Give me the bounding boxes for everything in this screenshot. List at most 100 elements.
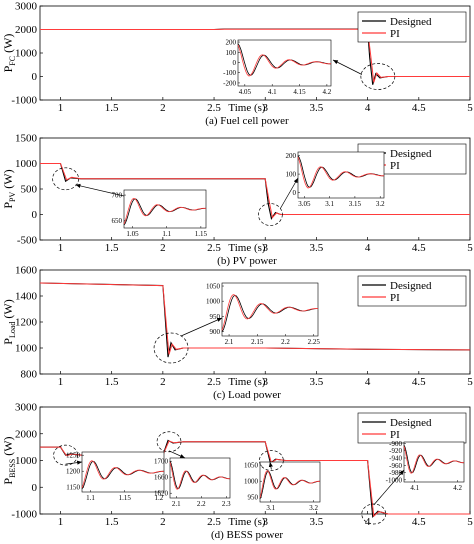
x-tick-label: 1 [58,102,64,114]
legend-label: PI [390,160,400,172]
y-label-main: P [1,65,15,72]
y-tick-label: 1000 [15,343,38,355]
inset-y-tick-label: 200 [226,39,237,47]
inset-y-tick-label: 1050 [244,462,259,470]
x-tick-label: 2.5 [207,376,221,388]
panel-1: 1 1.5 2 2.5 3 3.5 4 4.5 5-500050010001500Designe… [1,133,473,268]
inset-x-tick-label: 1.2 [155,494,164,502]
inset-x-tick-label: 3.2 [309,504,318,512]
y-label-main: P [1,202,15,209]
x-tick-label: 2.5 [207,102,221,114]
legend-label: Designed [390,16,432,28]
inset-y-tick-label: 1050 [206,283,221,291]
inset-x-tick-label: 4.2 [453,484,462,492]
inset-d-4: 4.1 4.2 -1000-980-960-940-920-900 [386,440,465,492]
x-tick-label: 5 [467,242,473,254]
series-line-pi [40,440,470,518]
zoom-arrow-d4 [373,469,405,506]
inset-y-tick-label: 950 [248,494,259,502]
x-tick-label: 4.5 [412,242,426,254]
y-tick-label: 1000 [15,455,38,467]
x-tick-label: 2 [160,516,166,528]
zoom-ellipse-b-left [52,167,79,191]
inset-x-tick-label: 1.15 [195,230,208,238]
inset-series-pi [237,44,332,77]
inset-y-tick-label: 650 [112,217,123,225]
inset-y-tick-label: 900 [210,328,221,336]
panel-caption: (c) Load power [213,389,281,401]
legend-box [357,11,467,43]
x-tick-label: 1 [58,242,64,254]
y-tick-label: 3000 [15,1,38,13]
inset-y-tick-label: -920 [389,447,402,455]
inset-series-pi [297,156,385,189]
y-label-subscript: FC [8,56,17,66]
series-line-pi [40,28,470,83]
zoom-arrow-d1 [65,460,83,465]
x-tick-label: 2.5 [207,516,221,528]
inset-y-tick-label: -940 [389,455,402,463]
zoom-arrow-b-right [280,177,299,209]
x-axis-label: Time (s) [228,516,266,528]
y-tick-label: 1200 [15,317,38,329]
x-tick-label: 4 [365,516,371,528]
inset-b-left: 1.05 1.1 1.15 650 700 [112,189,208,238]
zoom-ellipse-c [153,332,189,364]
y-label-subscript: BESS [8,459,17,478]
y-tick-label: 1600 [15,265,38,277]
inset-series-pi [403,446,465,474]
x-tick-label: 4.5 [412,376,426,388]
y-tick-label: 0 [32,209,38,221]
x-tick-label: 1 [58,376,64,388]
inset-x-tick-label: 3.1 [266,504,275,512]
inset-b-right: 3.05 3.1 3.15 3.2 0 100 200 [286,151,385,208]
zoom-ellipse-d4 [361,503,387,525]
legend-label: PI [390,429,400,441]
x-tick-label: 3 [262,242,268,254]
zoom-arrow-a [332,59,363,75]
inset-y-tick-label: 0 [233,59,237,67]
inset-x-tick-label: 3.2 [376,200,385,208]
inset-d-2: 2.1 2.2 2.3 1620 1660 1700 [154,457,231,508]
x-tick-label: 1.5 [105,242,119,254]
x-tick-label: 2 [160,102,166,114]
inset-y-tick-label: 100 [286,171,297,179]
y-axis-label: PFC (W) [1,34,17,73]
x-tick-label: 4 [365,376,371,388]
zoom-arrow-d2 [168,450,186,459]
inset-x-tick-label: 2.15 [251,338,264,346]
y-tick-label: 3000 [15,402,38,414]
inset-d-1: 1.1 1.15 1.2 1150 1200 1250 [66,451,165,502]
y-tick-label: 1000 [15,158,38,170]
panel-caption: (b) PV power [217,255,277,267]
zoom-arrow-b-left [75,183,125,197]
y-tick-label: -1000 [11,509,37,521]
inset-y-tick-label: -960 [389,462,402,470]
legend-label: Designed [390,280,432,292]
x-tick-label: 4 [365,242,371,254]
y-tick-label: 2000 [15,428,38,440]
inset-y-tick-label: 200 [286,152,297,160]
inset-x-tick-label: 1.1 [162,230,171,238]
y-label-unit: (W) [1,34,15,56]
x-tick-label: 5 [467,376,473,388]
panel-caption: (d) BESS power [211,529,283,541]
inset-y-tick-label: -100 [223,69,236,77]
x-tick-label: 3.5 [310,516,324,528]
inset-series-pi [123,197,207,225]
inset-d-3: 3.1 3.2 950 1000 1050 [244,461,321,512]
inset-y-tick-label: 1150 [66,484,80,492]
inset-x-tick-label: 3.05 [298,200,311,208]
x-tick-label: 1.5 [105,516,119,528]
inset-x-tick-label: 2.2 [281,338,290,346]
inset-c: 2.1 2.15 2.2 2.25 900 950 1000 1050 [206,283,320,346]
x-tick-label: 2.5 [207,242,221,254]
inset-y-tick-label: 1000 [206,298,221,306]
y-tick-label: 0 [32,482,38,494]
legend-box [357,275,467,307]
inset-x-tick-label: 2.1 [172,500,181,508]
inset-x-tick-label: 2.2 [197,500,206,508]
inset-x-tick-label: 4.05 [239,88,252,96]
zoom-ellipse-d3 [259,450,284,471]
